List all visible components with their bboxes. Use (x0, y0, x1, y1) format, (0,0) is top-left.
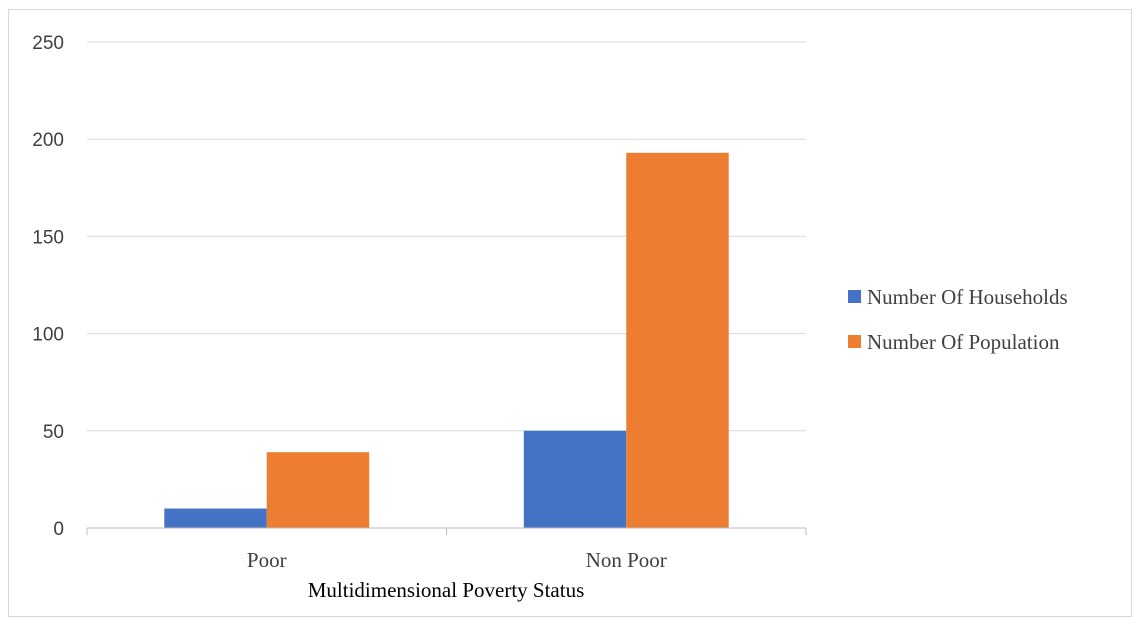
y-tick-label: 150 (32, 227, 64, 248)
bar-number-of-households-poor (164, 508, 267, 528)
legend-label: Number Of Population (867, 330, 1060, 354)
legend-label: Number Of Households (867, 285, 1068, 309)
legend-swatch (848, 290, 861, 303)
bar-number-of-population-poor (266, 452, 370, 528)
y-tick-label: 50 (43, 422, 64, 443)
bar-number-of-population-non-poor (626, 152, 729, 529)
x-axis-title: Multidimensional Poverty Status (308, 578, 585, 602)
bar-number-of-households-non-poor (523, 430, 627, 528)
legend: Number Of Households Number Of Population (848, 285, 1068, 354)
axes (86, 527, 807, 535)
legend-swatch (848, 335, 861, 348)
x-tick-label: Non Poor (586, 548, 667, 572)
y-tick-label: 100 (32, 325, 64, 346)
y-tick-label: 200 (32, 130, 64, 151)
x-tick-label: Poor (247, 548, 287, 572)
bars (164, 152, 729, 529)
y-tick-label: 0 (53, 519, 64, 540)
labels: 0 50 100 150 200 250 Poor Non Poor (32, 33, 667, 572)
y-tick-label: 250 (32, 33, 64, 54)
